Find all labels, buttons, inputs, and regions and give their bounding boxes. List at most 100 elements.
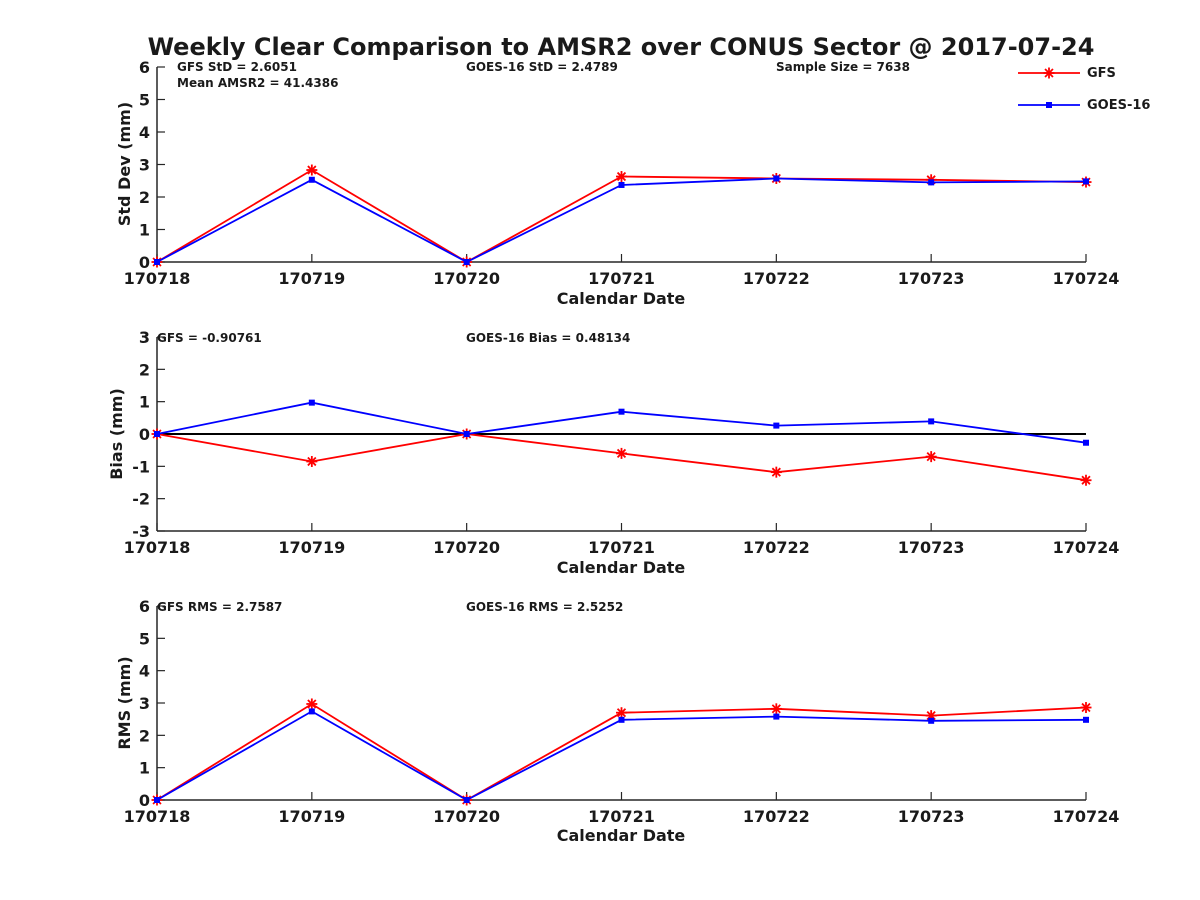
bias-gfs-point [306,455,318,467]
legend-gfs-marker [1043,67,1055,79]
rms-y-tick-label: 5 [139,629,150,648]
stddev-x-tick-label: 170722 [743,269,810,288]
rms-gfs-point [616,707,627,719]
stddev-goes16-point [618,181,625,188]
rms-x-tick-label: 170719 [278,807,345,826]
stddev-panel: 0 1 2 3 4 5 6 170718 170719 170720 170721 170722 170… [115,58,1119,308]
bias-x-axis-label: Calendar Date [557,558,686,577]
rms-y-tick-label: 4 [139,662,150,681]
bias-goes16-point [463,431,470,437]
rms-x-tick-label: 170720 [433,807,500,826]
bias-x-tick-label: 170720 [433,538,500,557]
legend-goes16-square [1046,102,1052,108]
stddev-y-axis-label: Std Dev (mm) [115,102,134,226]
bias-y-tick-label: -2 [132,490,150,509]
stddev-gfs-point [306,164,318,176]
stddev-x-tick-label: 170721 [588,269,655,288]
rms-gfs-point [1080,702,1092,714]
rms-y-tick-label: 0 [139,791,150,810]
rms-gfs-point [306,698,318,710]
rms-panel: 0 1 2 3 4 5 6 170718 170719 170720 170721 170722 170… [115,597,1119,845]
legend-gfs-asterisk [1043,67,1055,79]
stddev-y-tick-label: 0 [139,253,150,272]
legend: GFS GOES-16 [1018,66,1150,113]
rms-goes16-point [308,708,315,715]
rms-goes16-line [156,710,1087,802]
bias-x-tick-label: 170721 [588,538,655,557]
bias-x-tick-label: 170718 [124,538,191,557]
stddev-annotation-gfs-std: GFS StD = 2.6051 [177,60,297,74]
stddev-goes16-point [463,259,470,265]
rms-annotation-goes16: GOES-16 RMS = 2.5252 [466,600,623,614]
rms-y-tick-label: 3 [139,694,150,713]
rms-x-axis-label: Calendar Date [557,826,686,845]
stddev-y-tick-label: 5 [139,91,150,110]
stddev-y-tick-label: 4 [139,123,150,142]
bias-x-tick-label: 170719 [278,538,345,557]
stddev-y-tick-label: 1 [139,221,150,240]
figure-title: Weekly Clear Comparison to AMSR2 over CO… [148,33,1095,61]
bias-y-tick-label: 1 [139,393,150,412]
stddev-x-tick-label: 170723 [898,269,965,288]
stddev-goes16-point [308,176,315,183]
bias-y-tick-label: -1 [132,457,150,476]
rms-annotation-gfs: GFS RMS = 2.7587 [157,600,282,614]
bias-x-tick-label: 170724 [1053,538,1120,557]
bias-y-tick-label: 2 [139,360,150,379]
rms-gfs-point [770,703,782,715]
rms-x-tick-label: 170721 [588,807,655,826]
bias-plot-area: -3 -2 -1 0 1 2 3 170718 170719 170720 170721 170722… [124,328,1120,557]
rms-goes16-point [618,716,625,723]
bias-gfs-point [616,447,627,459]
legend-goes16-marker [1046,102,1052,108]
stddev-annotation-mean-amsr2: Mean AMSR2 = 41.4386 [177,76,338,90]
bias-y-tick-label: 3 [139,328,150,347]
stddev-x-tick-label: 170719 [278,269,345,288]
legend-gfs-label: GFS [1087,66,1116,81]
stddev-goes16-point [928,179,935,186]
bias-goes16-point [1083,439,1089,446]
stddev-x-tick-label: 170724 [1053,269,1120,288]
bias-goes16-line [156,401,1087,444]
bias-goes16-point [928,418,935,425]
bias-x-tick-label: 170722 [743,538,810,557]
stddev-plot-area: 0 1 2 3 4 5 6 170718 170719 170720 170721 170722 170… [124,58,1120,288]
stddev-y-tick-label: 2 [139,188,150,207]
bias-goes16-point [154,431,160,437]
rms-y-tick-label: 1 [139,759,150,778]
bias-y-tick-label: -3 [132,522,150,541]
bias-gfs-point [925,451,937,463]
stddev-goes16-point [1083,178,1089,185]
stddev-goes16-point [154,259,160,265]
rms-x-tick-label: 170718 [124,807,191,826]
rms-x-tick-label: 170723 [898,807,965,826]
stddev-x-tick-label: 170720 [433,269,500,288]
bias-gfs-point [1080,474,1092,486]
bias-annotation-goes16: GOES-16 Bias = 0.48134 [466,331,630,345]
stddev-goes16-line [156,177,1087,264]
stddev-annotation-sample-size: Sample Size = 7638 [776,60,910,74]
stddev-x-tick-label: 170718 [124,269,191,288]
rms-x-tick-label: 170724 [1053,807,1120,826]
stddev-goes16-point [773,175,780,182]
legend-goes16-label: GOES-16 [1087,98,1150,113]
stddev-gfs-point [616,171,627,183]
bias-x-tick-label: 170723 [898,538,965,557]
rms-goes16-point [154,797,160,803]
rms-y-tick-label: 2 [139,726,150,745]
bias-gfs-point [770,466,782,478]
bias-goes16-point [618,408,625,415]
rms-goes16-point [463,797,470,803]
rms-goes16-point [773,713,780,720]
rms-y-tick-label: 6 [139,597,150,616]
bias-y-tick-label: 0 [139,425,150,444]
stddev-y-tick-label: 6 [139,58,150,77]
bias-annotation-gfs: GFS = -0.90761 [157,331,262,345]
stddev-x-axis-label: Calendar Date [557,289,686,308]
rms-goes16-point [928,717,935,724]
bias-goes16-point [773,422,780,429]
rms-goes16-point [1083,716,1089,723]
bias-goes16-point [308,399,315,406]
stddev-annotation-goes16-std: GOES-16 StD = 2.4789 [466,60,618,74]
